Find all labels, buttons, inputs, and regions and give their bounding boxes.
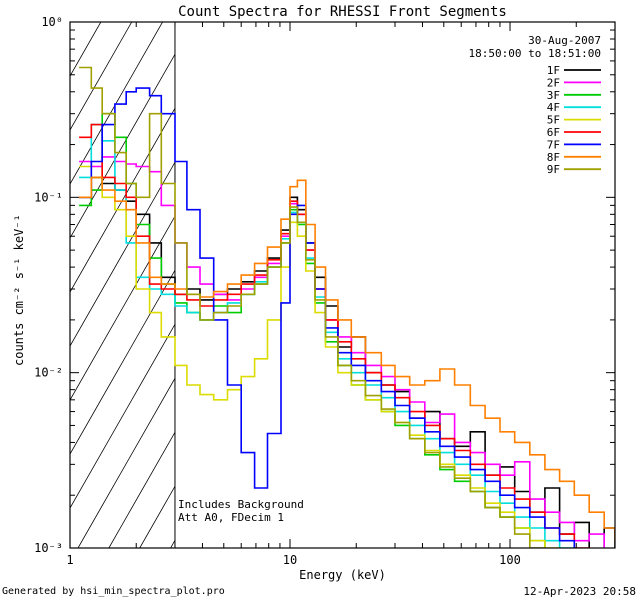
series-2F-line: [79, 156, 605, 548]
hatch-region: [70, 22, 175, 548]
legend-date: 30-Aug-2007: [528, 34, 601, 47]
legend-time-range: 18:50:00 to 18:51:00: [469, 47, 601, 60]
legend-label-7F: 7F: [547, 138, 560, 151]
legend-label-9F: 9F: [547, 163, 560, 176]
legend-label-8F: 8F: [547, 151, 560, 164]
y-tick-label: 10⁻¹: [34, 190, 63, 204]
y-tick-label: 10⁻³: [34, 541, 63, 555]
chart-title: Count Spectra for RHESSI Front Segments: [178, 4, 507, 20]
series-4F-line: [79, 123, 576, 548]
x-tick-label: 100: [499, 553, 521, 567]
y-tick-label: 10⁰: [41, 15, 63, 29]
axis-ticks: [69, 21, 616, 549]
x-tick-label: 10: [283, 553, 297, 567]
x-tick-label: 1: [66, 553, 73, 567]
series-3F-line: [79, 112, 546, 548]
legend-label-1F: 1F: [547, 64, 560, 77]
legend-label-3F: 3F: [547, 89, 560, 102]
legend-label-5F: 5F: [547, 114, 560, 127]
x-axis-label: Energy (keV): [299, 568, 386, 582]
series-9F-line: [79, 66, 546, 548]
legend-label-6F: 6F: [547, 126, 560, 139]
annotation-attenuator-state: Att A0, FDecim 1: [178, 511, 284, 524]
series-8F-line: [79, 176, 615, 541]
series-5F-line: [79, 165, 561, 548]
series-6F-line: [79, 123, 590, 548]
render-timestamp: 12-Apr-2023 20:58: [523, 585, 636, 598]
spectra-series: [79, 66, 615, 548]
axis-tick-labels: 1 10 100 10⁰ 10⁻¹ 10⁻² 10⁻³: [34, 15, 521, 567]
plot-frame: [69, 21, 616, 549]
y-axis-label: counts cm⁻² s⁻¹ keV⁻¹: [12, 214, 26, 366]
legend-label-4F: 4F: [547, 101, 560, 114]
generated-by-text: Generated by hsi_min_spectra_plot.pro: [2, 586, 225, 597]
annotation-includes-background: Includes Background: [178, 498, 304, 511]
legend-label-2F: 2F: [547, 76, 560, 89]
series-1F-line: [79, 176, 615, 548]
y-tick-label: 10⁻²: [34, 366, 63, 380]
